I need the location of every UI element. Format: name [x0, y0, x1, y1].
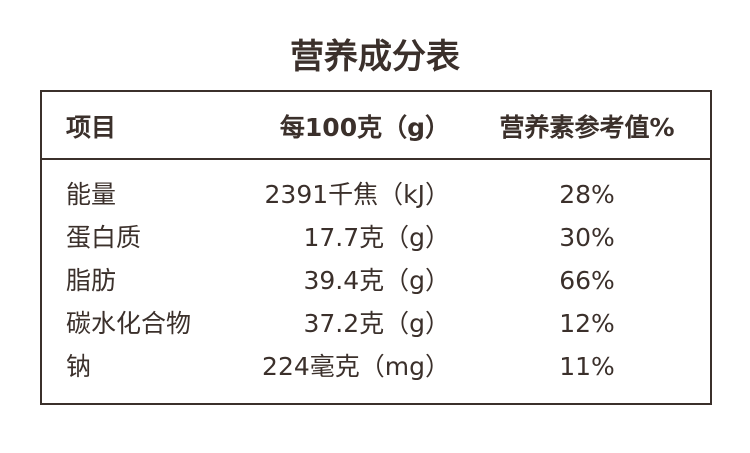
cell-nrv-percent: 66% [559, 266, 615, 295]
cell-amount-per-100g: 2391千焦（kJ） [264, 180, 450, 209]
cell-nrv-percent: 28% [559, 180, 615, 209]
cell-nrv-percent: 12% [559, 309, 615, 338]
header-separator [42, 158, 710, 160]
cell-amount-per-100g: 39.4克（g） [303, 266, 450, 295]
cell-nrv-percent: 30% [559, 223, 615, 252]
cell-amount-per-100g: 224毫克（mg） [262, 352, 450, 381]
nutrition-table: 项目 每100克（g） 营养素参考值% 能量 2391千焦（kJ） 28% 蛋白质 17.7克… [40, 90, 712, 405]
cell-item: 蛋白质 [66, 223, 142, 252]
cell-item: 钠 [66, 352, 92, 381]
cell-amount-per-100g: 37.2克（g） [303, 309, 450, 338]
header-amount-per-100g: 每100克（g） [279, 113, 450, 142]
cell-item: 能量 [66, 180, 117, 209]
header-item: 项目 [66, 113, 117, 142]
header-nrv-percent: 营养素参考值% [499, 113, 675, 142]
title: 营养成分表 [290, 37, 460, 77]
cell-item: 碳水化合物 [66, 309, 192, 338]
cell-item: 脂肪 [66, 266, 117, 295]
cell-nrv-percent: 11% [559, 352, 615, 381]
cell-amount-per-100g: 17.7克（g） [303, 223, 450, 252]
